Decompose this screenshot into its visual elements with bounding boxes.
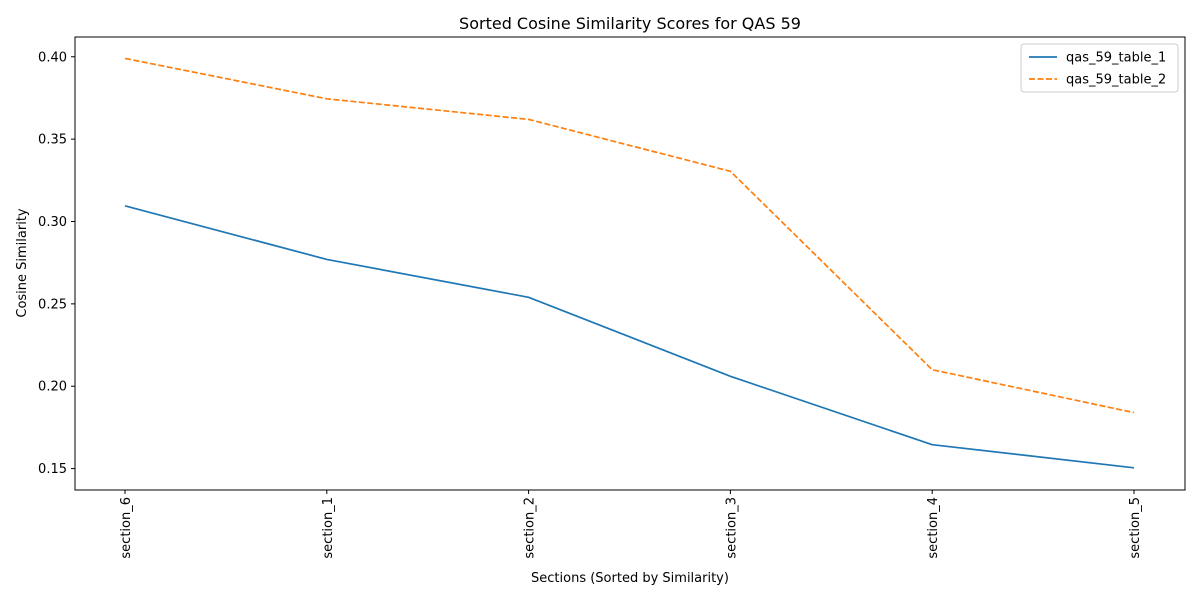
series-layer [124, 57, 1135, 469]
y-axis-label: Cosine Similarity [15, 208, 30, 318]
legend-box [1020, 43, 1179, 93]
legend: qas_59_table_1 qas_59_table_2 [1020, 43, 1179, 93]
plot-area [74, 36, 1186, 491]
y-axis: 0.15 0.20 0.25 0.30 0.35 0.40 [38, 50, 75, 477]
y-tick-label: 0.20 [38, 380, 67, 395]
y-tick-label: 0.15 [38, 462, 67, 477]
series-line-qas_59_table_1 [124, 204, 1135, 469]
x-tick-label: section_6 [119, 497, 134, 559]
x-axis: section_6 section_1 section_2 section_3 sect… [119, 490, 1143, 559]
y-tick-label: 0.35 [38, 133, 67, 148]
x-axis-label: Sections (Sorted by Similarity) [531, 571, 729, 586]
y-tick-label: 0.40 [38, 50, 67, 65]
y-tick-label: 0.30 [38, 215, 67, 230]
chart-title: Sorted Cosine Similarity Scores for QAS … [459, 14, 801, 33]
series-line-qas_59_table_2 [124, 57, 1135, 414]
plot-frame [74, 36, 1186, 491]
x-tick-label: section_4 [926, 497, 941, 559]
legend-label: qas_59_table_2 [1066, 73, 1166, 88]
x-tick-label: section_3 [724, 497, 739, 559]
x-tick-label: section_5 [1128, 497, 1143, 559]
x-tick-label: section_2 [523, 497, 538, 559]
y-tick-label: 0.25 [38, 297, 67, 312]
x-tick-label: section_1 [321, 497, 336, 559]
legend-label: qas_59_table_1 [1066, 51, 1166, 66]
